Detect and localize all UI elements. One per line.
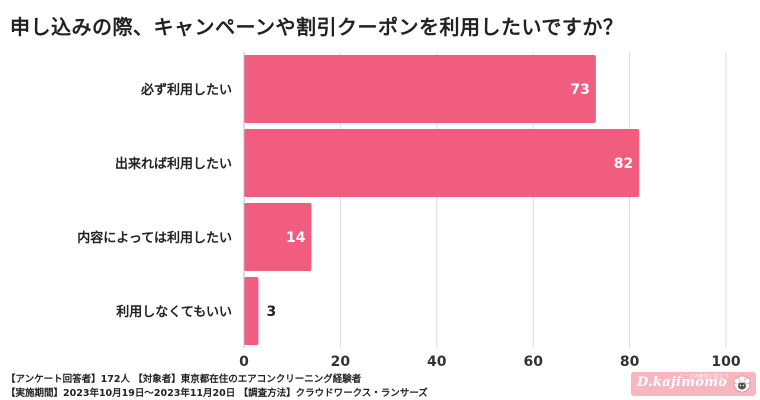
data-label: 3	[266, 304, 276, 320]
sheep-icon	[733, 375, 751, 393]
bar	[244, 129, 640, 197]
brand-logo: ニーズの発見に役立つ D.kajimomo	[631, 372, 756, 396]
category-label: 必ず利用したい	[140, 82, 232, 98]
bar	[244, 203, 312, 271]
x-tick-label: 20	[331, 354, 351, 370]
x-tick-label: 40	[427, 354, 447, 370]
logo-tagline: ニーズの発見に役立つ	[679, 374, 729, 380]
x-tick-label: 60	[523, 354, 543, 370]
data-label: 73	[570, 82, 589, 98]
chart-title: 申し込みの際、キャンペーンや割引クーポンを利用したいですか？	[10, 15, 624, 39]
category-label: 出来れば利用したい	[115, 156, 232, 172]
data-label: 82	[614, 156, 633, 172]
data-label: 14	[286, 230, 306, 246]
x-tick-label: 80	[620, 354, 640, 370]
bar	[244, 55, 596, 123]
footnote-period: 【実施期間】2023年10月19日～2023年11月20日 【調査方法】クラウド…	[6, 388, 428, 399]
bar	[244, 277, 259, 345]
x-tick-label: 100	[711, 354, 740, 370]
category-label: 内容によっては利用したい	[77, 230, 232, 246]
x-tick-label: 0	[239, 354, 249, 370]
category-label: 利用しなくてもいい	[116, 304, 232, 320]
footnote-respondents: 【アンケート回答者】172人 【対象者】東京都在住のエアコンクリーニング経験者	[6, 374, 362, 385]
logo-text: D.kajimomo	[637, 375, 728, 390]
